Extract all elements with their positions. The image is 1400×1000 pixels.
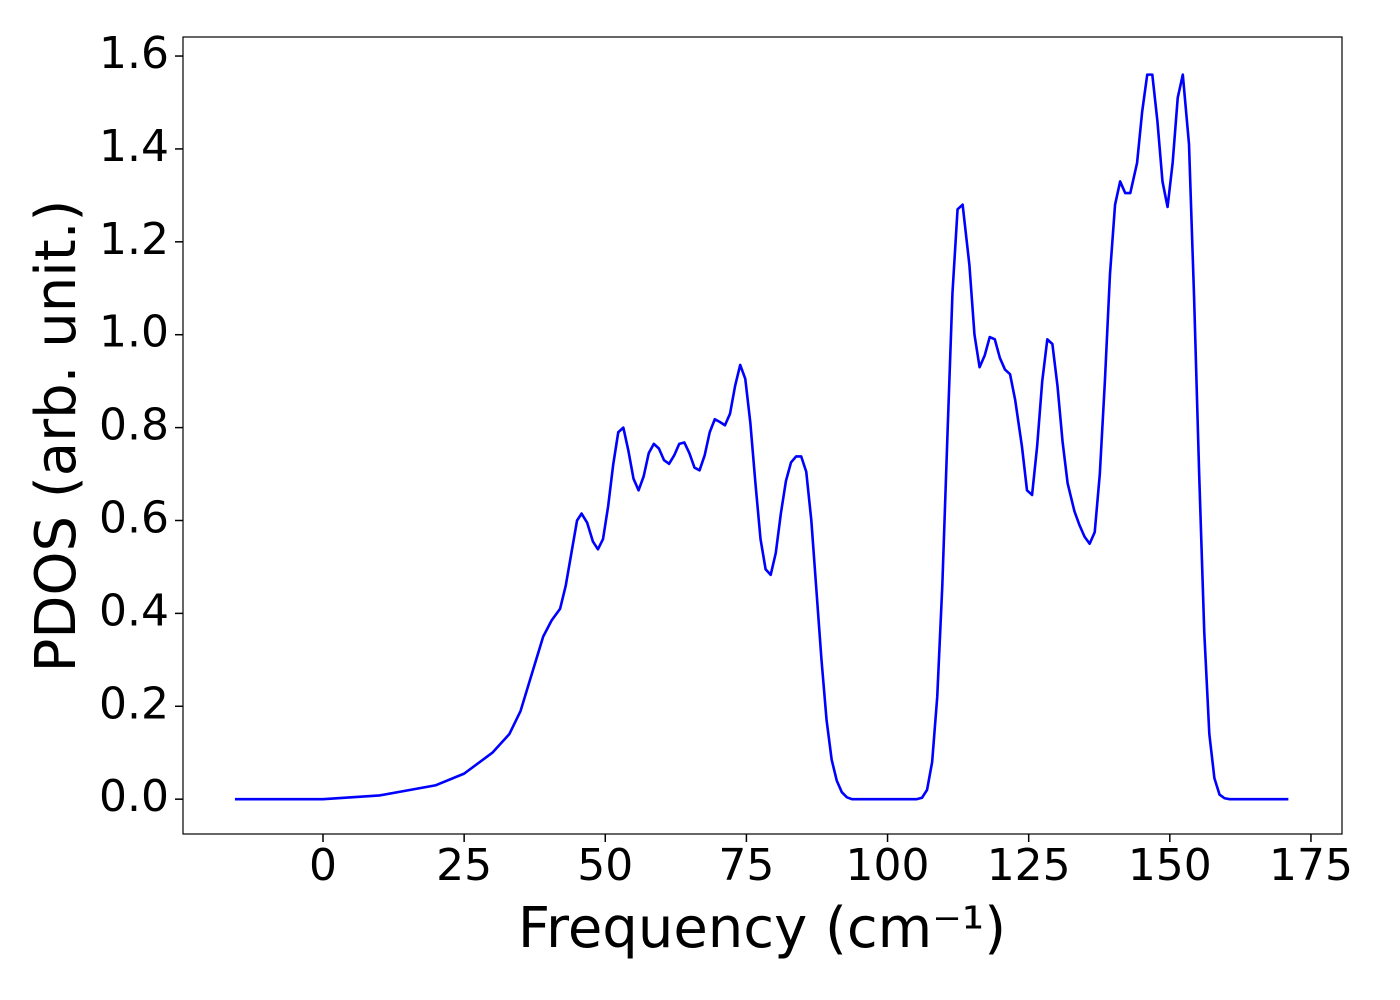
x-tick-label: 100 bbox=[846, 840, 930, 891]
x-tick-label: 150 bbox=[1128, 840, 1212, 891]
y-axis-label: PDOS (arb. unit.) bbox=[24, 200, 89, 673]
x-tick-label: 175 bbox=[1269, 840, 1353, 891]
x-tick-label: 125 bbox=[987, 840, 1071, 891]
x-axis-label: Frequency (cm⁻¹) bbox=[518, 896, 1006, 961]
x-tick-label: 25 bbox=[436, 840, 492, 891]
y-tick-label: 0.4 bbox=[99, 585, 169, 636]
y-tick-label: 1.2 bbox=[99, 214, 169, 265]
plot-frame bbox=[182, 36, 1343, 835]
data-line bbox=[234, 73, 1289, 801]
x-tick-label: 0 bbox=[309, 840, 337, 891]
y-tick-label: 0.0 bbox=[99, 771, 169, 822]
y-tick-label: 1.0 bbox=[99, 307, 169, 358]
y-tick-label: 1.6 bbox=[99, 28, 169, 79]
y-tick-label: 0.2 bbox=[99, 678, 169, 729]
x-tick-label: 50 bbox=[577, 840, 633, 891]
y-tick-label: 0.6 bbox=[99, 492, 169, 543]
y-tick-label: 1.4 bbox=[99, 121, 169, 172]
y-tick-label: 0.8 bbox=[99, 400, 169, 451]
x-tick-label: 75 bbox=[718, 840, 774, 891]
